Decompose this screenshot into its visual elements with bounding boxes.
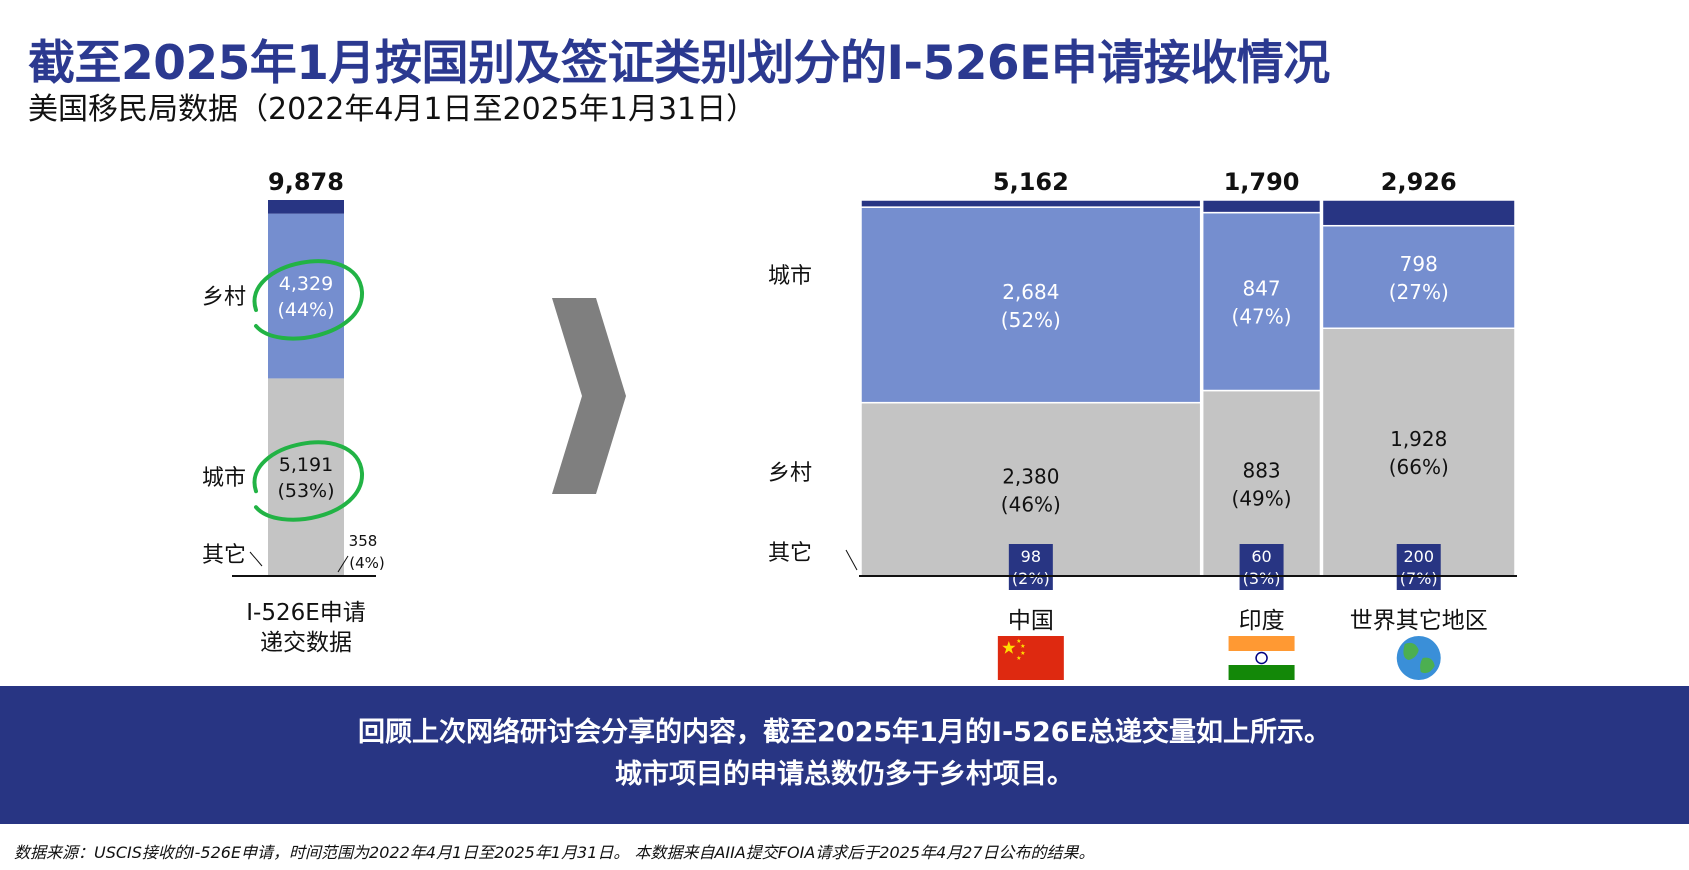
chevron-arrow-icon <box>552 298 626 494</box>
china-bar-rural-segment <box>860 206 1202 404</box>
total-bar-other-value-label: 358 <box>349 532 378 550</box>
india-category-label: 印度 <box>1239 608 1285 634</box>
india-flag-green-band <box>1228 665 1295 680</box>
india-flag-white-band <box>1228 651 1295 665</box>
rest-of-world-urban-value-label: 1,928 <box>1390 427 1447 451</box>
globe-ocean <box>1396 636 1441 680</box>
rest-of-world-category-label: 世界其它地区 <box>1350 608 1488 634</box>
total-bar-urban-pct-label: (53%) <box>277 480 334 502</box>
india-urban-pct-label: (49%) <box>1232 486 1292 510</box>
india-other-value-label: 60 <box>1251 547 1271 566</box>
rest-of-world-bar-urban-segment <box>1321 327 1516 577</box>
china-flag-small-star-2 <box>1020 643 1026 648</box>
total-bar-rural-segment <box>268 213 344 379</box>
india-total-label: 1,790 <box>1224 168 1300 196</box>
india-flag-saffron-band <box>1228 636 1295 651</box>
india-urban-value-label: 883 <box>1242 458 1280 482</box>
total-bar-category-label-line-1: I-526E申请 <box>246 600 366 626</box>
china-urban-pct-label: (46%) <box>1001 492 1061 516</box>
china-other-label-box <box>1008 544 1053 590</box>
total-bar-category-label-line-2: 递交数据 <box>260 630 352 656</box>
india-bar-rural-segment <box>1201 211 1322 392</box>
china-rural-value-label: 2,684 <box>1002 280 1059 304</box>
rest-of-world-other-value-label: 200 <box>1403 547 1434 566</box>
china-flag-large-star <box>1002 641 1016 654</box>
globe-land-2 <box>1420 657 1435 674</box>
data-source-note: 数据来源：USCIS接收的I-526E申请，时间范围为2022年4月1日至202… <box>14 843 1095 862</box>
india-other-label-box <box>1239 544 1284 590</box>
rest-of-world-total-label: 2,926 <box>1381 168 1457 196</box>
china-category-label: 中国 <box>1008 608 1054 634</box>
total-bar-other-leader-line <box>249 551 263 567</box>
total-bar-urban-segment <box>268 378 344 576</box>
page-title: 截至2025年1月按国别及签证类别划分的I-526E申请接收情况 <box>28 36 1330 91</box>
total-bar-rural-value-label: 4,329 <box>279 273 333 295</box>
india-rural-value-label: 847 <box>1242 277 1280 301</box>
china-urban-value-label: 2,380 <box>1002 464 1059 488</box>
rest-of-world-bar-rural-segment <box>1321 224 1516 329</box>
country-chart-other-leader-line <box>845 549 858 571</box>
total-bar-other-series-label: 其它 <box>202 543 246 568</box>
total-bar-rural-series-label: 乡村 <box>202 285 246 310</box>
country-chart-urban-series-label: 城市 <box>768 264 812 289</box>
china-flag-icon <box>997 636 1064 680</box>
page-subtitle: 美国移民局数据（2022年4月1日至2025年1月31日） <box>28 92 757 127</box>
country-chart-other-series-label: 其它 <box>768 541 812 566</box>
total-bar-other-value-leader-line <box>337 555 349 573</box>
total-bar-other-pct-label: (4%) <box>349 554 385 572</box>
summary-banner: 回顾上次网络研讨会分享的内容，截至2025年1月的I-526E总递交量如上所示。… <box>0 686 1689 824</box>
india-flag-chakra <box>1255 651 1268 665</box>
china-flag-small-star-4 <box>1016 655 1022 660</box>
china-flag-small-star-1 <box>1016 638 1022 643</box>
china-flag-field <box>997 636 1064 680</box>
india-bar-other-segment <box>1201 199 1322 214</box>
rest-of-world-bar-other-segment <box>1321 199 1516 227</box>
total-bar-other-segment <box>268 200 344 214</box>
total-bar-total-label: 9,878 <box>268 168 344 196</box>
rest-of-world-other-label-box <box>1396 544 1441 590</box>
banner-line-1: 回顾上次网络研讨会分享的内容，截至2025年1月的I-526E总递交量如上所示。 <box>358 717 1331 748</box>
china-flag-small-star-3 <box>1020 650 1026 655</box>
total-bar-urban-highlight-circle <box>252 440 365 522</box>
stacked-bar-charts: 9,8785,191(53%)4,329(44%)城市乡村其它358(4%)I-… <box>202 168 1517 680</box>
china-other-pct-label: (2%) <box>1012 569 1050 588</box>
total-bar-rural-pct-label: (44%) <box>277 299 334 321</box>
globe-land-1 <box>1403 642 1419 660</box>
india-rural-pct-label: (47%) <box>1232 305 1292 329</box>
rest-of-world-rural-value-label: 798 <box>1400 252 1438 276</box>
india-other-pct-label: (3%) <box>1243 569 1281 588</box>
china-bar-other-segment <box>860 199 1202 208</box>
total-bar-urban-value-label: 5,191 <box>279 454 333 476</box>
rest-of-world-urban-pct-label: (66%) <box>1389 455 1449 479</box>
rest-of-world-rural-pct-label: (27%) <box>1389 280 1449 304</box>
india-flag-icon <box>1228 636 1295 680</box>
china-other-value-label: 98 <box>1021 547 1041 566</box>
total-bar-rural-highlight-circle <box>252 259 365 341</box>
globe-icon <box>1396 636 1441 680</box>
china-total-label: 5,162 <box>993 168 1069 196</box>
total-bar-urban-series-label: 城市 <box>202 466 246 491</box>
rest-of-world-other-pct-label: (7%) <box>1400 569 1438 588</box>
china-rural-pct-label: (52%) <box>1001 308 1061 332</box>
country-chart-rural-series-label: 乡村 <box>768 461 812 486</box>
banner-line-2: 城市项目的申请总数仍多于乡村项目。 <box>615 759 1074 790</box>
